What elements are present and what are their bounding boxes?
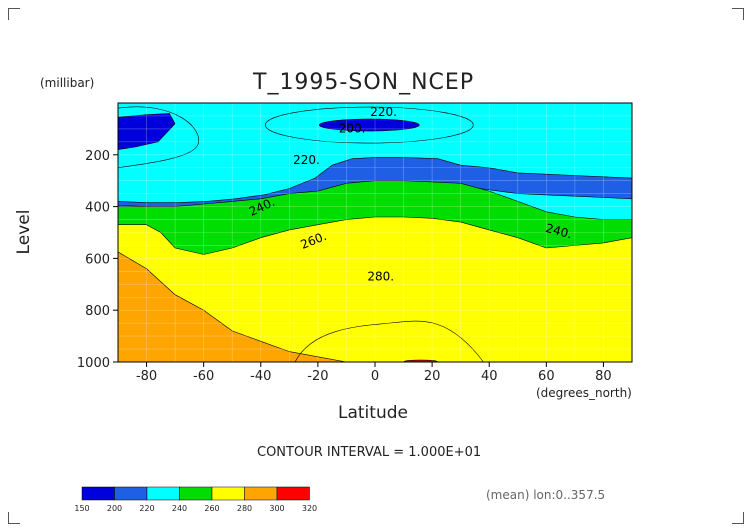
chart-title: T_1995-SON_NCEP bbox=[253, 70, 475, 95]
y-tick-label: 200 bbox=[85, 149, 110, 164]
contour-line-210-polar bbox=[118, 106, 199, 169]
colorbar-label: 260 bbox=[204, 504, 219, 513]
contour-label: 220. bbox=[370, 105, 397, 119]
colorbar-label: 240 bbox=[172, 504, 187, 513]
x-tick-label: 20 bbox=[424, 369, 441, 384]
colorbar-label: 300 bbox=[269, 504, 284, 513]
x-units-label: (degrees_north) bbox=[536, 386, 632, 400]
y-tick-label: 600 bbox=[85, 252, 110, 267]
x-tick-label: 40 bbox=[481, 369, 498, 384]
x-tick-label: 60 bbox=[538, 369, 555, 384]
contour-line-290 bbox=[294, 320, 484, 362]
contour-label: 280. bbox=[367, 269, 394, 283]
x-tick-label: -80 bbox=[136, 369, 157, 384]
colorbar-swatch bbox=[211, 486, 245, 501]
contour-bands bbox=[118, 106, 632, 362]
colorbar-label: 200 bbox=[107, 504, 122, 513]
footer-text: (mean) lon:0..357.5 bbox=[486, 488, 606, 502]
x-tick-label: -60 bbox=[193, 369, 214, 384]
colorbar-label: 320 bbox=[302, 504, 317, 513]
contour-band-280 bbox=[118, 251, 632, 362]
x-tick-label: 0 bbox=[371, 369, 379, 384]
y-tick-label: 800 bbox=[85, 304, 110, 319]
contour-line-210 bbox=[264, 106, 474, 144]
contour-label: 200. bbox=[339, 121, 366, 135]
colorbar-label: 280 bbox=[237, 504, 252, 513]
x-axis-label: Latitude bbox=[338, 403, 408, 423]
colorbar-swatch bbox=[114, 486, 148, 501]
colorbar-swatch bbox=[276, 486, 310, 501]
y-tick-label: 400 bbox=[85, 201, 110, 216]
colorbar-swatch bbox=[244, 486, 278, 501]
contour-core-200 bbox=[318, 118, 420, 132]
colorbar-label: 220 bbox=[139, 504, 154, 513]
y-units-label: (millibar) bbox=[40, 76, 95, 90]
y-tick-label: 1000 bbox=[77, 356, 110, 371]
contour-label: 240. bbox=[544, 221, 573, 241]
x-tick-label: -40 bbox=[250, 369, 271, 384]
x-tick-label: 80 bbox=[595, 369, 612, 384]
x-tick-label: -20 bbox=[307, 369, 328, 384]
contour-core-150-0 bbox=[118, 113, 176, 150]
contour-band-260 bbox=[118, 216, 632, 362]
axis-ticks: -80 -60 -40 -20 0 20 40 60 80 200 400 600 800 1000 bbox=[77, 149, 612, 384]
contour-label: 220. bbox=[293, 153, 320, 167]
colorbar: 150 200 220 240 260 280 300 320 bbox=[74, 486, 317, 513]
contour-interval-text: CONTOUR INTERVAL = 1.000E+01 bbox=[257, 445, 482, 460]
colorbar-swatch bbox=[146, 486, 180, 501]
colorbar-swatch bbox=[81, 486, 115, 501]
colorbar-swatch bbox=[179, 486, 213, 501]
colorbar-label: 150 bbox=[74, 504, 89, 513]
